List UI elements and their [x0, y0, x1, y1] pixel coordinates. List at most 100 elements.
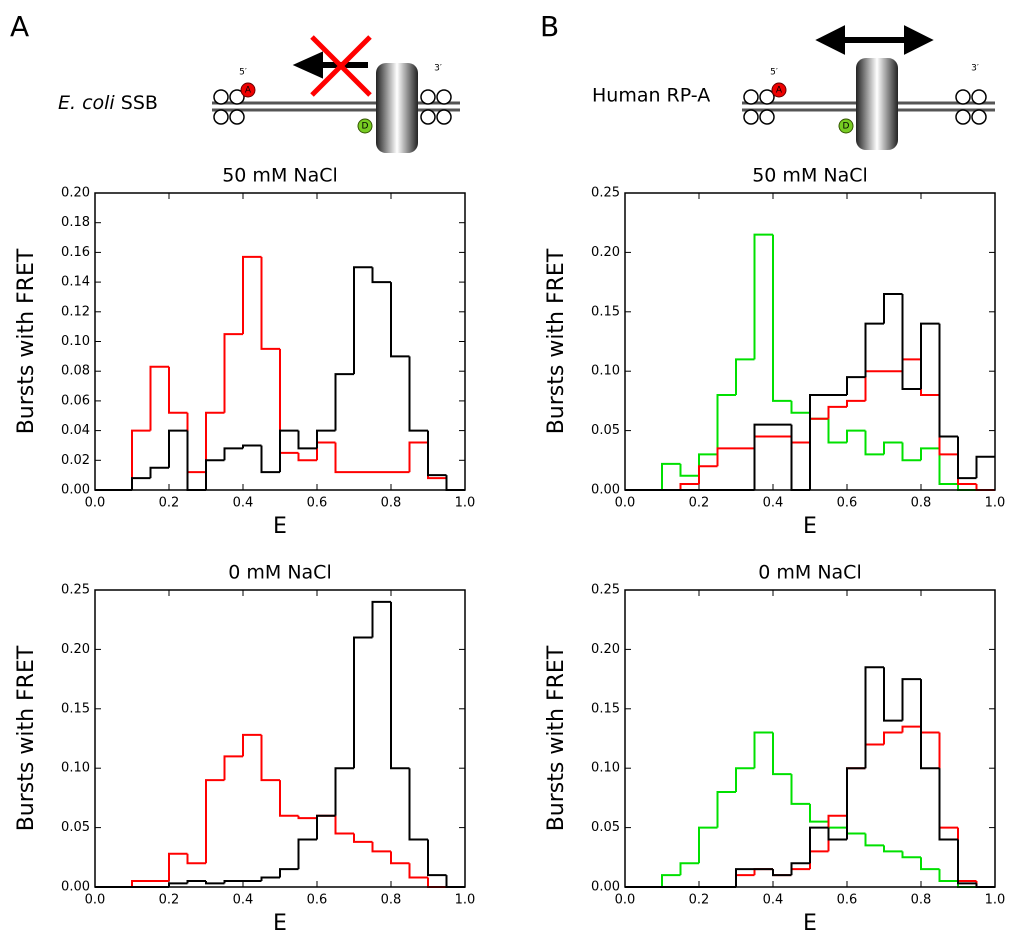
- histogram-step: [920, 322, 940, 390]
- histogram-step: [260, 876, 280, 882]
- acceptor: [771, 82, 787, 98]
- x-tick-label: 0.8: [381, 893, 402, 908]
- x-tick-label: 0.8: [911, 496, 932, 511]
- y-tick-label: 0.20: [591, 245, 620, 260]
- y-tick-label: 0.20: [591, 642, 620, 657]
- x-tick-label: 1.0: [455, 496, 476, 511]
- x-tick-label: 0.2: [689, 496, 710, 511]
- protein-name: SSB: [121, 92, 158, 114]
- plot-frame: [94, 192, 466, 491]
- histogram-step: [131, 429, 151, 490]
- histogram-step: [753, 435, 773, 449]
- histogram-step: [334, 442, 354, 474]
- histogram-step: [390, 601, 410, 770]
- histogram-step: [864, 743, 884, 769]
- histogram-step: [864, 833, 884, 847]
- histogram-step: [427, 430, 447, 477]
- histogram-step: [371, 841, 391, 853]
- chart-title: 0 mM NaCl: [758, 562, 861, 584]
- y-tick-label: 0.05: [591, 423, 620, 438]
- histogram-step: [661, 874, 681, 887]
- histogram-step: [827, 405, 847, 419]
- acceptor-label: A: [776, 86, 783, 96]
- y-tick-label: 0.16: [61, 245, 90, 260]
- histogram-step: [679, 463, 699, 477]
- y-tick-label: 0.12: [61, 304, 90, 319]
- histogram-step: [149, 365, 169, 431]
- donor: [838, 118, 854, 134]
- histogram-step: [371, 600, 391, 638]
- histogram-step: [297, 838, 317, 870]
- histogram-step: [205, 779, 225, 864]
- y-axis-label: Bursts with FRET: [544, 248, 569, 434]
- x-tick-label: 0.4: [763, 893, 784, 908]
- x-tick-label: 0.4: [233, 496, 254, 511]
- y-tick-label: 0.05: [61, 820, 90, 835]
- acceptor-label: A: [245, 86, 252, 96]
- y-tick-label: 0.05: [591, 820, 620, 835]
- y-tick-label: 0.15: [61, 701, 90, 716]
- histogram-step: [353, 266, 373, 375]
- y-tick-label: 0.15: [591, 701, 620, 716]
- histogram-step: [427, 442, 447, 480]
- histogram-step: [827, 827, 847, 841]
- x-tick-label: 0.8: [911, 893, 932, 908]
- panel-label: B: [540, 10, 559, 43]
- histogram-step: [901, 725, 921, 733]
- histogram-step: [901, 851, 921, 859]
- histogram-step: [698, 465, 718, 485]
- histogram-step: [445, 875, 465, 888]
- x-axis-label: E: [273, 514, 287, 539]
- histogram-step: [864, 430, 884, 456]
- x-tick-label: 0.0: [615, 893, 636, 908]
- histogram-step: [735, 767, 755, 792]
- histogram-step: [371, 267, 391, 284]
- histogram-step: [975, 455, 995, 479]
- histogram-step: [427, 877, 447, 888]
- histogram-step: [168, 429, 188, 468]
- histogram-step: [846, 827, 866, 835]
- histogram-step: [223, 880, 243, 884]
- x-tick-label: 0.2: [159, 893, 180, 908]
- histogram-step: [698, 826, 718, 864]
- histogram-step: [753, 423, 773, 490]
- x-axis-label: E: [273, 911, 287, 936]
- histogram-step: [790, 774, 810, 805]
- histogram-step: [716, 447, 736, 467]
- donor-label: D: [362, 122, 369, 132]
- cross: [310, 35, 372, 97]
- histogram-step: [790, 436, 810, 444]
- histogram-step: [938, 732, 958, 829]
- histogram-step: [279, 780, 299, 817]
- chart-title: 0 mM NaCl: [228, 562, 331, 584]
- y-tick-label: 0.20: [61, 642, 90, 657]
- ends: [213, 89, 452, 125]
- histogram-step: [809, 417, 829, 443]
- histogram-step: [901, 678, 921, 721]
- histogram-step: [408, 356, 428, 432]
- histogram-step: [827, 814, 847, 852]
- histogram-step: [445, 475, 465, 491]
- y-tick-label: 0.08: [61, 364, 90, 379]
- histogram-step: [883, 667, 903, 722]
- histogram-step: [735, 874, 755, 887]
- histogram-step: [408, 441, 428, 473]
- histogram-step: [131, 880, 151, 887]
- histogram-step: [353, 636, 373, 769]
- x-tick-label: 0.0: [85, 893, 106, 908]
- histogram-step: [957, 436, 977, 480]
- histogram-step: [316, 441, 336, 461]
- histogram-step: [827, 821, 847, 829]
- histogram-step: [334, 767, 354, 816]
- x-tick-label: 0.2: [689, 893, 710, 908]
- histogram-step: [957, 839, 977, 885]
- histogram-step: [901, 358, 921, 372]
- panel-label: A: [10, 10, 29, 43]
- x-tick-label: 0.6: [837, 496, 858, 511]
- x-tick-label: 0.6: [307, 496, 328, 511]
- x-tick-label: 1.0: [455, 893, 476, 908]
- histogram-step: [716, 393, 736, 455]
- x-tick-label: 0.8: [381, 496, 402, 511]
- histogram-step: [260, 445, 280, 474]
- histogram-step: [846, 767, 866, 840]
